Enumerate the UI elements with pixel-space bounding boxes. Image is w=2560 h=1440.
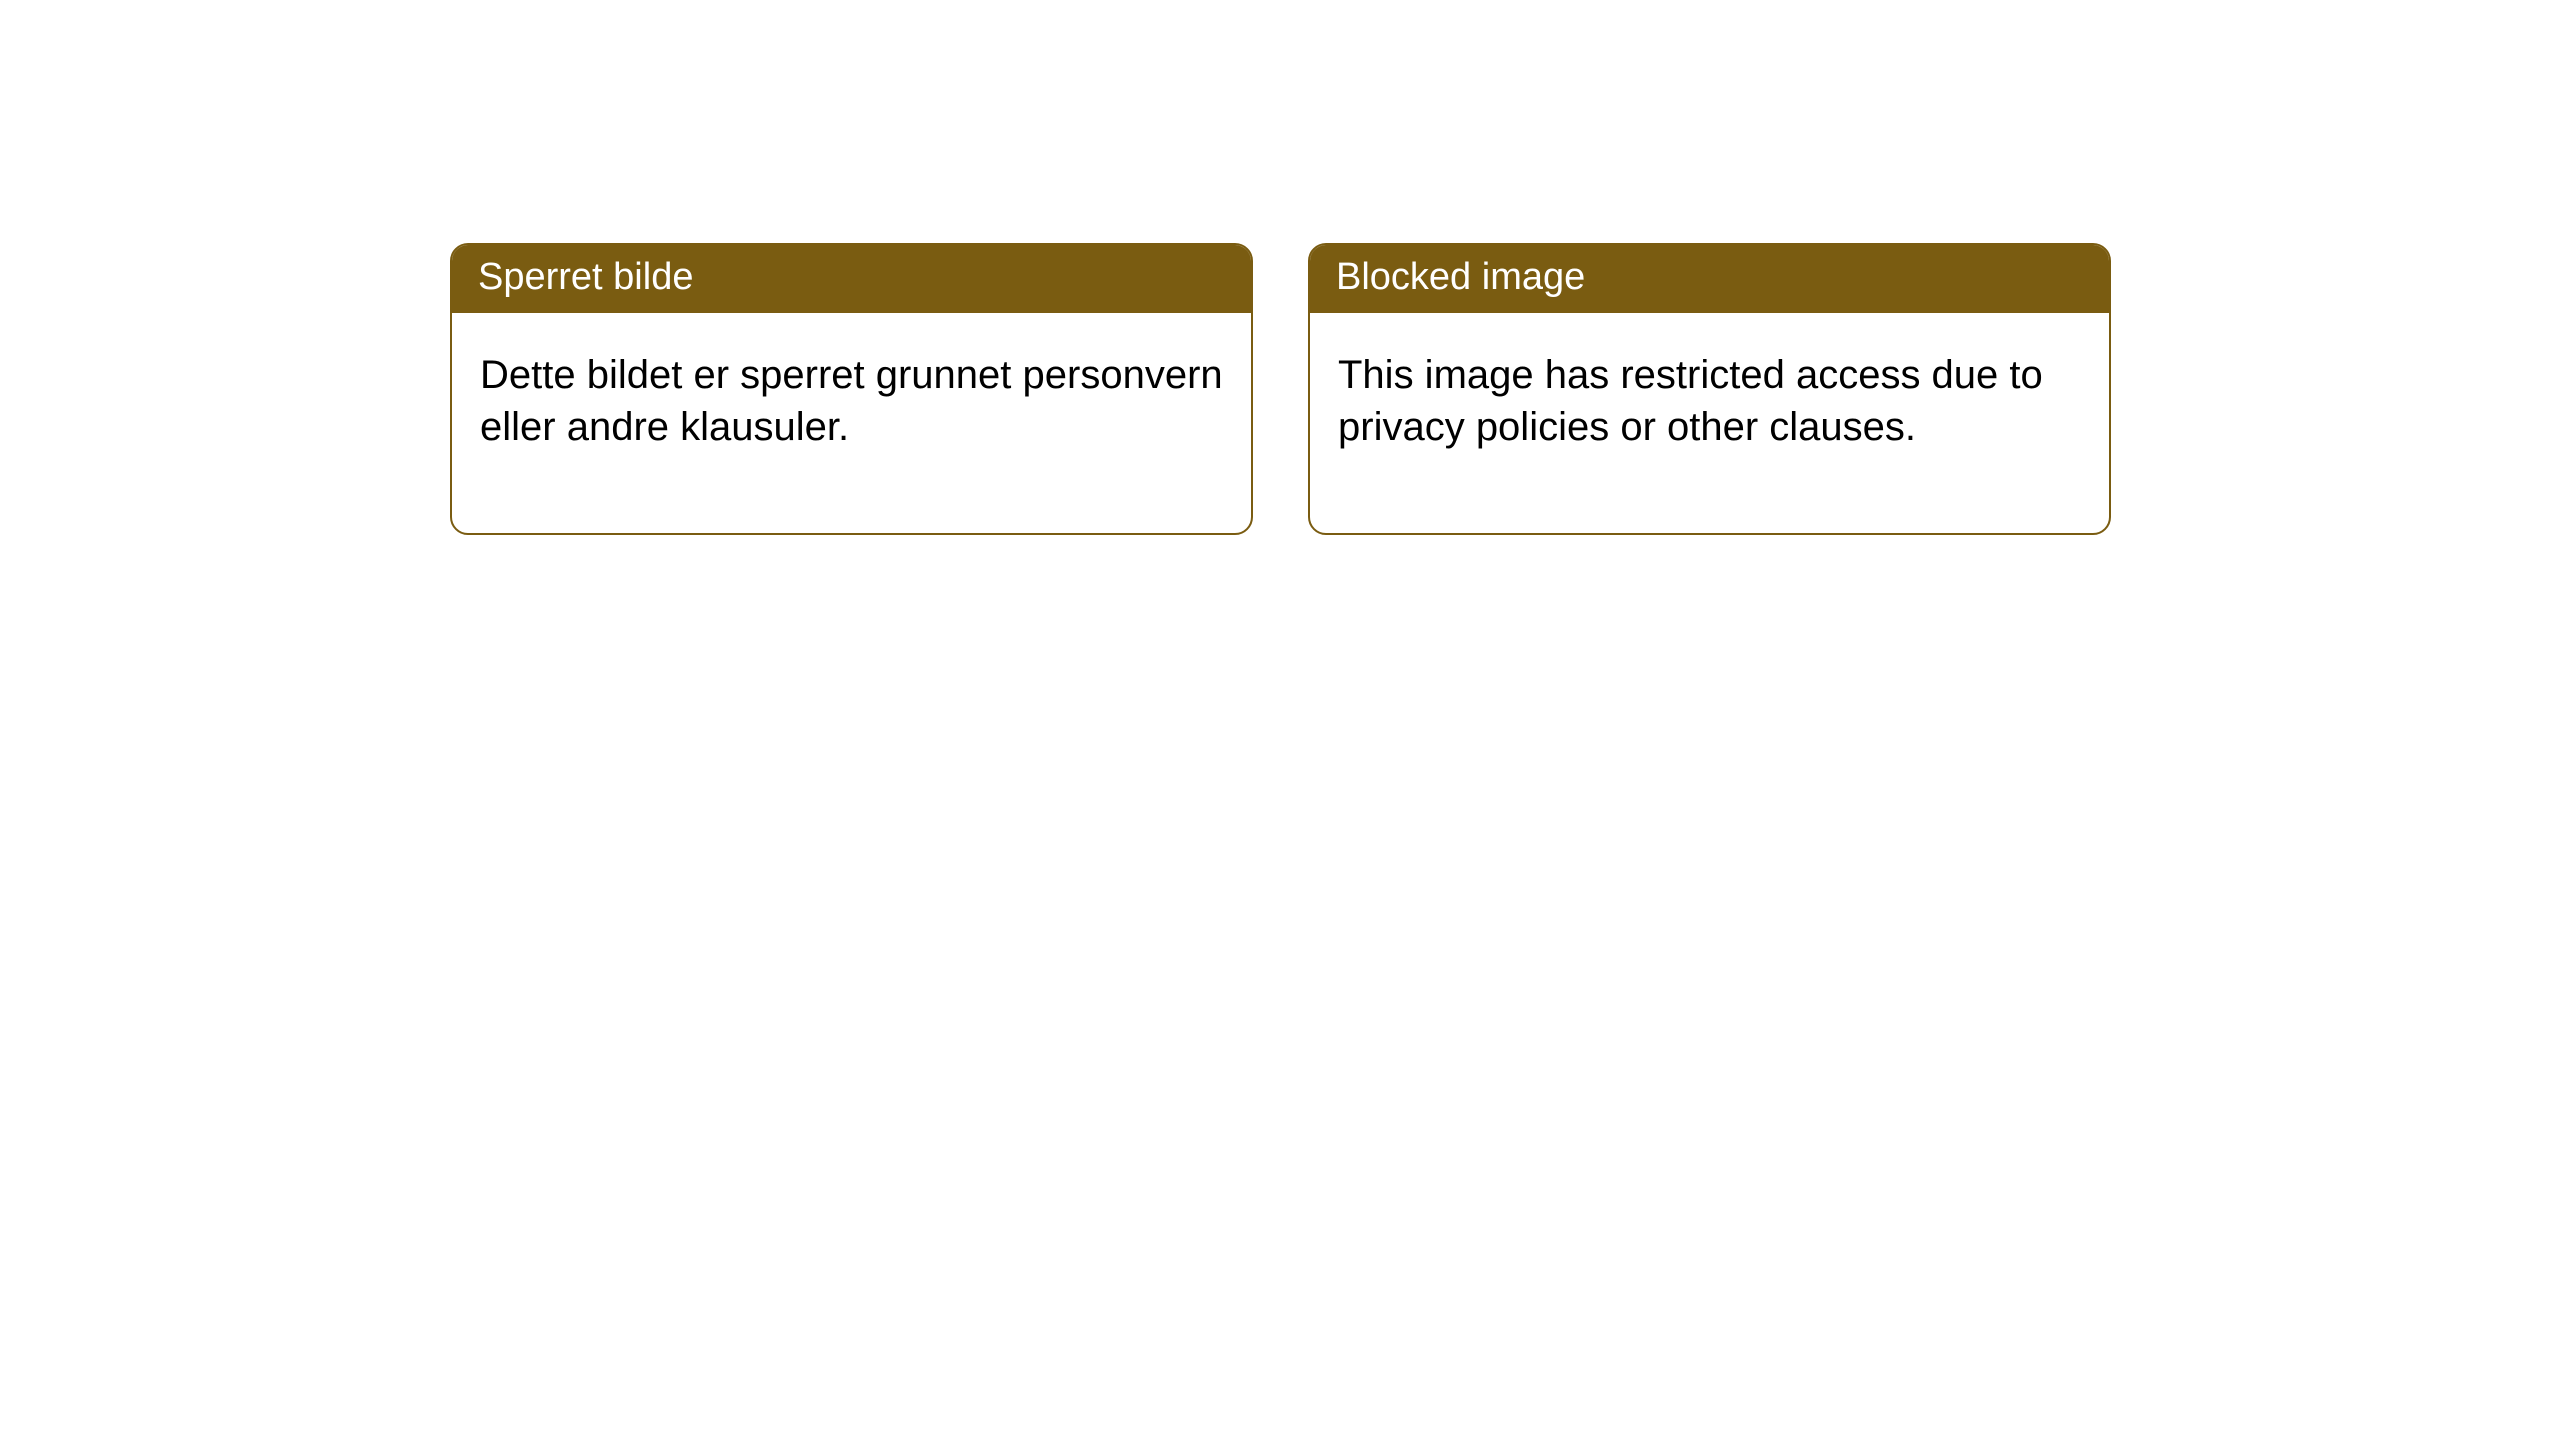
notice-card-body: This image has restricted access due to … — [1310, 313, 2109, 533]
notice-card-title: Blocked image — [1310, 245, 2109, 313]
notice-card-norwegian: Sperret bilde Dette bildet er sperret gr… — [450, 243, 1253, 535]
notice-card-title: Sperret bilde — [452, 245, 1251, 313]
notice-card-english: Blocked image This image has restricted … — [1308, 243, 2111, 535]
notice-card-container: Sperret bilde Dette bildet er sperret gr… — [0, 0, 2560, 535]
notice-card-body: Dette bildet er sperret grunnet personve… — [452, 313, 1251, 533]
